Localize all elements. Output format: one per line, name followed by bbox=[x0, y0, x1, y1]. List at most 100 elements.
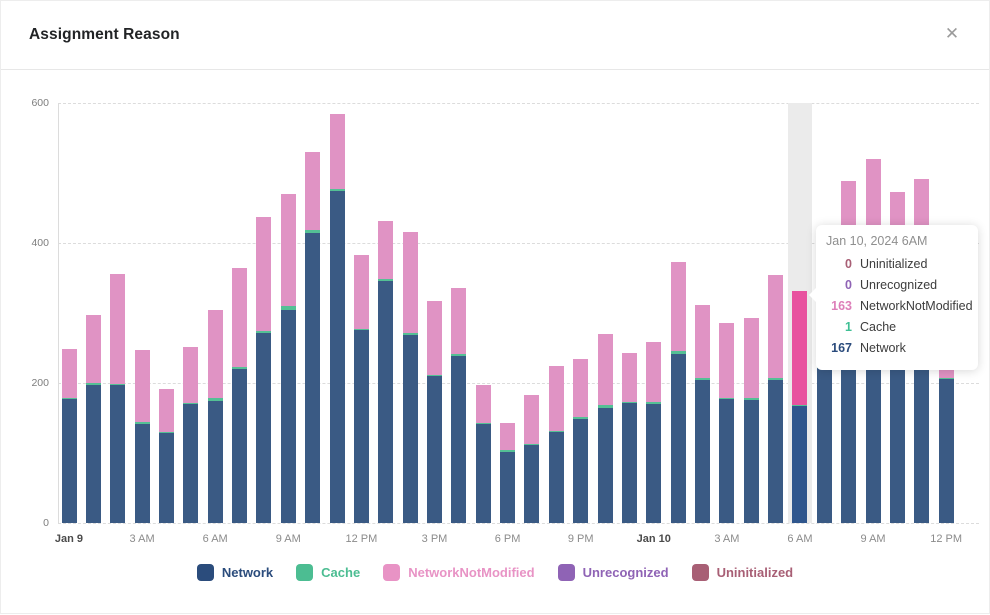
bar-segment-cache bbox=[183, 402, 199, 404]
x-axis-label: 6 PM bbox=[494, 533, 521, 545]
bar-12pm[interactable] bbox=[353, 254, 369, 523]
bar-segment-networknotmodified bbox=[792, 291, 808, 406]
bar-jan-10-12am[interactable] bbox=[646, 341, 662, 523]
bar-segment-network bbox=[61, 399, 77, 523]
bar-segment-networknotmodified bbox=[500, 422, 516, 451]
bar-segment-network bbox=[524, 445, 540, 523]
bar-10pm[interactable] bbox=[597, 334, 613, 523]
bar-3pm[interactable] bbox=[426, 301, 442, 523]
tooltip-label: Uninitialized bbox=[860, 257, 928, 271]
bar-segment-network bbox=[451, 356, 467, 523]
bar-7am[interactable] bbox=[232, 267, 248, 523]
bar-segment-cache bbox=[426, 374, 442, 376]
bar-3am[interactable] bbox=[134, 350, 150, 523]
bar-segment-cache bbox=[792, 405, 808, 407]
bar-segment-cache bbox=[646, 401, 662, 404]
legend-swatch bbox=[557, 564, 575, 581]
bar-1pm[interactable] bbox=[378, 221, 394, 523]
bar-segment-cache bbox=[85, 383, 101, 386]
bar-segment-network bbox=[670, 353, 686, 523]
page-title: Assignment Reason bbox=[29, 26, 180, 43]
bar-1am[interactable] bbox=[670, 261, 686, 523]
tooltip-label: Network bbox=[860, 341, 906, 355]
legend-label: Cache bbox=[321, 565, 361, 580]
tooltip-row: 163 NetworkNotModified bbox=[826, 296, 972, 317]
close-button[interactable]: ✕ bbox=[941, 23, 963, 45]
bar-9pm[interactable] bbox=[573, 358, 589, 523]
y-axis-label: 600 bbox=[31, 97, 49, 109]
legend-label: Unrecognized bbox=[582, 565, 669, 580]
bar-10am[interactable] bbox=[305, 152, 321, 523]
bar-segment-networknotmodified bbox=[573, 358, 589, 418]
y-axis-label: 0 bbox=[43, 517, 49, 529]
bar-segment-network bbox=[621, 403, 637, 523]
x-axis-label: 12 PM bbox=[930, 533, 963, 545]
bar-segment-network bbox=[353, 330, 369, 523]
bar-segment-network bbox=[597, 407, 613, 523]
gridline-400 bbox=[58, 243, 979, 244]
bar-segment-cache bbox=[743, 398, 759, 401]
bar-segment-network bbox=[329, 191, 345, 523]
legend-item-uninitialized[interactable]: Uninitialized bbox=[691, 564, 793, 581]
bar-4am[interactable] bbox=[158, 389, 174, 523]
bar-segment-cache bbox=[232, 366, 248, 369]
legend-swatch bbox=[691, 564, 709, 581]
bar-segment-networknotmodified bbox=[232, 267, 248, 367]
bar-segment-networknotmodified bbox=[475, 385, 491, 423]
close-icon: ✕ bbox=[944, 24, 960, 43]
bar-segment-networknotmodified bbox=[621, 352, 637, 402]
tooltip-value: 0 bbox=[845, 257, 852, 271]
bar-segment-cache bbox=[670, 350, 686, 354]
bar-5am[interactable] bbox=[183, 346, 199, 523]
bar-4am[interactable] bbox=[743, 317, 759, 523]
bar-segment-networknotmodified bbox=[183, 346, 199, 403]
bar-9am[interactable] bbox=[280, 194, 296, 523]
bar-segment-networknotmodified bbox=[670, 261, 686, 351]
bar-6am[interactable] bbox=[207, 309, 223, 523]
bar-segment-network bbox=[548, 431, 564, 523]
bar-2pm[interactable] bbox=[402, 231, 418, 523]
bar-5pm[interactable] bbox=[475, 385, 491, 523]
bar-segment-network bbox=[475, 424, 491, 523]
bar-4pm[interactable] bbox=[451, 287, 467, 523]
tooltip-row: 1 Cache bbox=[826, 317, 968, 338]
bar-11pm[interactable] bbox=[621, 352, 637, 523]
bar-segment-network bbox=[232, 369, 248, 523]
bar-segment-networknotmodified bbox=[695, 304, 711, 379]
bar-segment-networknotmodified bbox=[743, 317, 759, 399]
bar-segment-cache bbox=[305, 229, 321, 234]
bar-2am[interactable] bbox=[695, 304, 711, 523]
legend-item-unrecognized[interactable]: Unrecognized bbox=[557, 564, 669, 581]
bar-segment-network bbox=[85, 385, 101, 523]
bar-segment-network bbox=[378, 280, 394, 523]
legend-item-networknotmodified[interactable]: NetworkNotModified bbox=[383, 564, 535, 581]
tooltip-value: 163 bbox=[831, 299, 852, 313]
legend-label: Network bbox=[221, 565, 274, 580]
y-axis-label: 200 bbox=[31, 377, 49, 389]
bar-segment-networknotmodified bbox=[207, 309, 223, 399]
bar-8pm[interactable] bbox=[548, 366, 564, 523]
legend-item-cache[interactable]: Cache bbox=[296, 564, 360, 581]
bar-3am[interactable] bbox=[719, 322, 735, 523]
bar-6pm[interactable] bbox=[500, 422, 516, 523]
bar-segment-cache bbox=[500, 450, 516, 452]
bar-segment-cache bbox=[61, 397, 77, 400]
bar-12pm[interactable] bbox=[938, 360, 954, 523]
bar-segment-cache bbox=[548, 430, 564, 432]
tooltip-row: 0 Unrecognized bbox=[826, 275, 968, 296]
tooltip-row: 0 Uninitialized bbox=[826, 254, 968, 275]
bar-segment-network bbox=[889, 344, 905, 523]
y-axis-line bbox=[58, 103, 59, 523]
legend-item-network[interactable]: Network bbox=[196, 564, 274, 581]
bar-7pm[interactable] bbox=[524, 394, 540, 523]
bar-2am[interactable] bbox=[110, 273, 126, 523]
bar-5am[interactable] bbox=[768, 274, 784, 523]
bar-segment-networknotmodified bbox=[646, 341, 662, 402]
bar-6am[interactable] bbox=[792, 291, 808, 523]
bar-11am[interactable] bbox=[329, 113, 345, 523]
bar-8am[interactable] bbox=[256, 217, 272, 523]
bar-1am[interactable] bbox=[85, 315, 101, 523]
bar-jan-9-12am[interactable] bbox=[61, 349, 77, 523]
bar-segment-network bbox=[402, 335, 418, 523]
